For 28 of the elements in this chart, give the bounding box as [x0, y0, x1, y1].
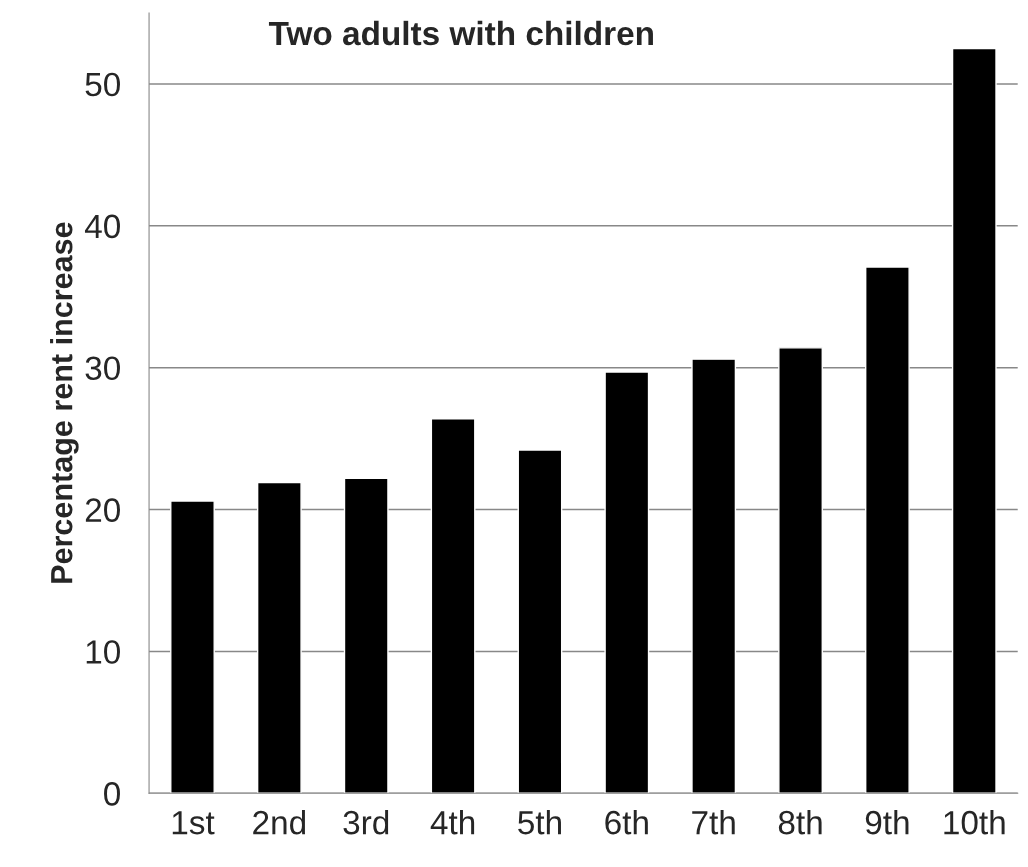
x-tick-label: 4th: [430, 809, 475, 835]
y-axis-title: Percentage rent increase: [50, 222, 79, 583]
chart-title: Two adults with children: [268, 20, 653, 46]
bar: [778, 347, 823, 794]
bar: [865, 266, 910, 794]
bar: [951, 47, 997, 794]
y-tick-label: 10: [86, 640, 120, 664]
x-tick-label: 2nd: [253, 809, 306, 835]
bar: [256, 481, 302, 794]
x-tick-label: 9th: [865, 809, 909, 835]
x-tick-label: 7th: [692, 809, 735, 835]
y-tick-label: 0: [104, 782, 120, 806]
y-tick-label: 20: [85, 498, 120, 522]
y-tick-label: 50: [85, 72, 120, 97]
bar: [604, 371, 650, 794]
x-tick-label: 8th: [778, 809, 822, 835]
x-tick-label: 10th: [944, 809, 1005, 835]
x-tick-label: 3rd: [343, 809, 389, 835]
bar: [691, 358, 737, 794]
x-tick-label: 1st: [172, 811, 215, 835]
bar: [517, 449, 563, 794]
x-tick-label: 5th: [518, 809, 561, 835]
bar: [170, 500, 215, 794]
y-tick-label: 40: [84, 214, 120, 239]
bar: [430, 418, 476, 794]
bar: [343, 477, 389, 794]
y-tick-label: 30: [85, 356, 120, 381]
x-tick-label: 6th: [605, 809, 648, 835]
